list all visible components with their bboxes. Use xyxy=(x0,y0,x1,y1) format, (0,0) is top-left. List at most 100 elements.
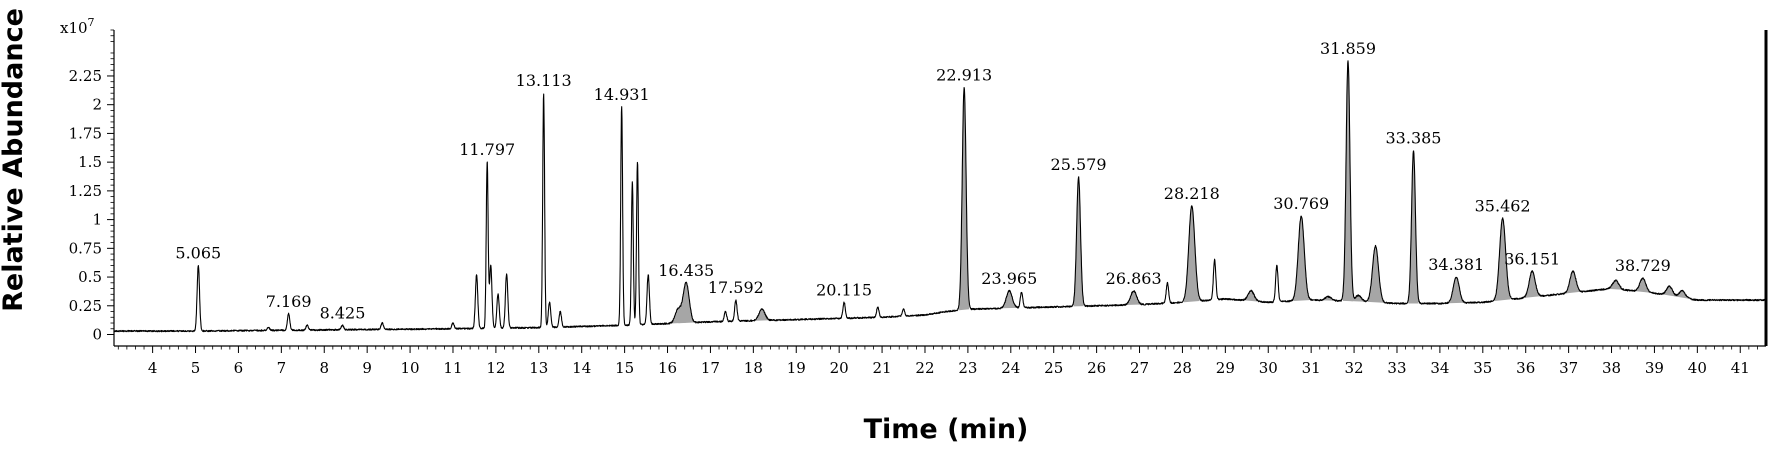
peak-label: 31.859 xyxy=(1320,39,1376,58)
x-tick-label: 19 xyxy=(787,359,806,377)
y-tick-label: 0.25 xyxy=(69,297,102,315)
plot-frame xyxy=(113,30,1768,347)
peak-fill-27 xyxy=(959,88,970,311)
x-tick-label: 23 xyxy=(958,359,977,377)
x-tick-label: 21 xyxy=(873,359,892,377)
x-tick-label: 13 xyxy=(529,359,548,377)
peak-fill-46 xyxy=(1565,271,1581,294)
peak-label: 8.425 xyxy=(320,303,366,322)
y-axis-exponent: x107 xyxy=(60,16,95,37)
x-tick-label: 36 xyxy=(1516,359,1535,377)
x-tick-label: 14 xyxy=(572,359,591,377)
x-tick-label: 20 xyxy=(830,359,849,377)
x-axis-title: Time (min) xyxy=(864,414,1029,445)
y-tick-label: 1.5 xyxy=(78,153,102,171)
peak-fill-31 xyxy=(1125,290,1142,305)
peak-fill-37 xyxy=(1293,215,1310,301)
peak-fill-33 xyxy=(1184,205,1200,303)
peak-fill-28 xyxy=(1001,290,1018,309)
x-tick-label: 10 xyxy=(401,359,420,377)
x-tick-label: 15 xyxy=(615,359,634,377)
peak-label: 14.931 xyxy=(594,85,650,104)
peaks-layer xyxy=(670,61,1691,324)
peak-fill-47 xyxy=(1608,280,1624,290)
peak-fill-44 xyxy=(1494,218,1511,301)
x-tick-label: 4 xyxy=(148,359,158,377)
y-axis: 0 0.25 0.5 0.75 1 1.25 1.5 1.75 2 2.25 xyxy=(69,29,114,344)
peak-label: 33.385 xyxy=(1386,129,1442,148)
x-tick-label: 38 xyxy=(1602,359,1621,377)
peak-label: 20.115 xyxy=(816,280,872,299)
x-tick-label: 28 xyxy=(1173,359,1192,377)
x-tick-label: 35 xyxy=(1473,359,1492,377)
y-axis-title: Relative Abundance xyxy=(0,8,29,312)
peak-label: 35.462 xyxy=(1475,196,1531,215)
x-tick-label: 30 xyxy=(1259,359,1278,377)
peak-label: 25.579 xyxy=(1051,155,1107,174)
peak-label: 30.769 xyxy=(1273,194,1329,213)
peak-label: 5.065 xyxy=(175,244,221,263)
x-tick-label: 9 xyxy=(362,359,372,377)
peak-label: 17.592 xyxy=(708,278,764,297)
peak-fill-20 xyxy=(670,282,687,324)
peak-fill-45 xyxy=(1524,271,1540,298)
x-tick-label: 11 xyxy=(443,359,462,377)
peak-label: 22.913 xyxy=(936,65,992,84)
x-tick-label: 5 xyxy=(191,359,201,377)
peak-fill-35 xyxy=(1243,290,1259,302)
x-tick-label: 25 xyxy=(1044,359,1063,377)
peak-label: 11.797 xyxy=(459,140,515,159)
y-tick-label: 2.25 xyxy=(69,67,102,85)
y-tick-label: 2 xyxy=(92,96,102,114)
peak-fill-50 xyxy=(1674,290,1691,300)
x-tick-label: 24 xyxy=(1001,359,1020,377)
peak-fill-49 xyxy=(1661,285,1678,297)
x-tick-label: 34 xyxy=(1430,359,1449,377)
trace-layer xyxy=(113,60,1767,333)
peak-label: 13.113 xyxy=(516,71,572,90)
x-tick-label: 37 xyxy=(1559,359,1578,377)
x-tick-label: 22 xyxy=(915,359,934,377)
y-tick-label: 0 xyxy=(92,326,102,344)
peak-fill-30 xyxy=(1073,176,1084,307)
x-axis: 4 5 6 7 8 9 10 11 12 13 14 15 16 17 18 19 20 21 22 23 24 25 26… xyxy=(117,346,1758,377)
y-tick-label: 1 xyxy=(92,211,102,229)
peak-label: 23.965 xyxy=(981,269,1037,288)
x-tick-label: 26 xyxy=(1087,359,1106,377)
peak-fill-39 xyxy=(1343,61,1353,302)
peak-label: 38.729 xyxy=(1615,256,1671,275)
peak-label: 26.863 xyxy=(1106,269,1162,288)
peak-fill-40 xyxy=(1350,199,1367,302)
x-tick-label: 32 xyxy=(1345,359,1364,377)
x-tick-label: 31 xyxy=(1302,359,1321,377)
x-tick-label: 41 xyxy=(1731,359,1750,377)
y-tick-label: 0.75 xyxy=(69,239,102,257)
peak-label: 7.169 xyxy=(266,292,312,311)
x-tick-label: 18 xyxy=(744,359,763,377)
x-tick-label: 6 xyxy=(234,359,244,377)
peak-fill-48 xyxy=(1635,278,1651,293)
peak-fill-23 xyxy=(754,308,770,321)
x-tick-label: 29 xyxy=(1216,359,1235,377)
x-tick-label: 33 xyxy=(1387,359,1406,377)
x-tick-label: 17 xyxy=(701,359,720,377)
chromatogram-trace xyxy=(113,60,1767,333)
peak-label: 16.435 xyxy=(658,261,714,280)
peak-label: 36.151 xyxy=(1504,249,1560,268)
x-tick-label: 27 xyxy=(1130,359,1149,377)
x-tick-label: 8 xyxy=(319,359,329,377)
x-tick-label: 12 xyxy=(486,359,505,377)
y-tick-label: 0.5 xyxy=(78,268,102,286)
x-tick-label: 7 xyxy=(277,359,287,377)
peak-fill-41 xyxy=(1367,245,1384,303)
peak-fill-43 xyxy=(1448,276,1464,304)
x-tick-label: 16 xyxy=(658,359,677,377)
peak-label: 28.218 xyxy=(1164,184,1220,203)
y-tick-label: 1.75 xyxy=(69,124,102,142)
y-tick-label: 1.25 xyxy=(69,182,102,200)
x-tick-label: 40 xyxy=(1688,359,1707,377)
peak-fill-42 xyxy=(1408,150,1419,304)
x-tick-label: 39 xyxy=(1645,359,1664,377)
peak-labels-layer: 5.065 7.169 8.425 11.797 13.113 14.931 16.4351… xyxy=(175,39,1670,322)
